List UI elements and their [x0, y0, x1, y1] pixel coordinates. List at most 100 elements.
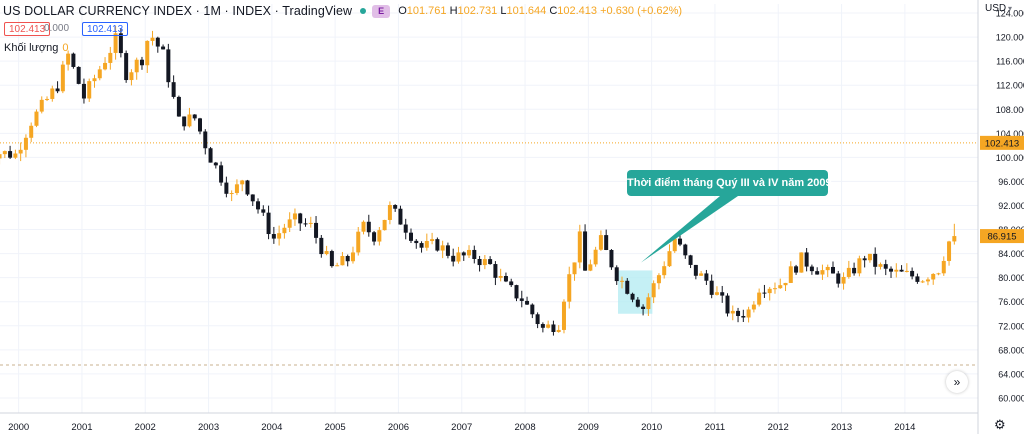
candle-body — [155, 37, 160, 47]
volume-value: 0 — [62, 42, 69, 54]
candle-body — [45, 98, 50, 100]
candle-body — [224, 182, 229, 194]
last-price-tag — [980, 229, 1024, 244]
candle-body — [287, 219, 292, 228]
candle-body — [667, 251, 672, 267]
candle-body — [409, 232, 413, 241]
candle-body — [182, 116, 187, 127]
candle-body — [931, 273, 936, 280]
candle-body — [762, 292, 767, 294]
candle-body — [467, 249, 472, 256]
y-tick-label: 92.000 — [998, 201, 1024, 211]
candle-body — [176, 96, 181, 117]
current-price-label: 102.413 — [985, 138, 1019, 149]
candle-body — [314, 222, 319, 238]
candle-body — [60, 64, 65, 92]
candle-body — [18, 149, 23, 154]
candle-body — [435, 239, 440, 251]
candle-body — [920, 281, 925, 283]
candle-body — [387, 205, 392, 220]
candle-body — [256, 201, 261, 210]
annotation-callout[interactable]: Thời điểm tháng Quý III và IV năm 2009 — [627, 170, 832, 196]
candle-body — [725, 295, 730, 314]
buy-price-pill[interactable]: 102.413 — [82, 22, 129, 36]
candle-body — [361, 221, 366, 232]
candle-body — [598, 235, 603, 250]
symbol-title[interactable]: US DOLLAR CURRENCY INDEX · 1M · INDEX · … — [3, 4, 353, 18]
candle-body — [271, 234, 276, 239]
sell-price-pill[interactable]: 102.413 — [4, 22, 51, 36]
candle-body — [604, 235, 609, 250]
gear-icon[interactable]: ⚙ — [994, 417, 1006, 432]
candle-body — [39, 99, 44, 112]
candle-body — [203, 131, 208, 149]
candle-body — [403, 224, 408, 233]
candle-body — [809, 266, 814, 272]
candle-body — [646, 297, 651, 310]
candle-body — [614, 267, 619, 282]
candle-body — [546, 324, 551, 328]
x-tick-label: 2012 — [768, 422, 789, 433]
candle-body — [171, 82, 176, 97]
candle-body — [240, 180, 245, 185]
candle-body — [910, 270, 915, 277]
x-tick-label: 2008 — [514, 422, 535, 433]
candle-body — [292, 213, 297, 220]
candle-body — [567, 274, 572, 302]
candle-body — [187, 114, 192, 127]
annotation-pointer — [640, 196, 738, 263]
chevron-down-icon[interactable]: ▾ — [1008, 4, 1013, 13]
candle-body — [736, 310, 741, 316]
candle-body — [134, 59, 139, 73]
current-price-tag — [980, 135, 1024, 150]
currency-label[interactable]: USD — [985, 3, 1007, 14]
candle-body — [873, 253, 878, 267]
candle-body — [81, 83, 86, 99]
candle-body — [894, 269, 899, 272]
candle-body — [630, 293, 635, 300]
spread-value: 0.000 — [44, 23, 70, 34]
candle-body — [192, 114, 197, 119]
candle-body — [419, 243, 424, 248]
candle-body — [2, 151, 7, 155]
candle-body — [862, 258, 867, 261]
candle-body — [688, 255, 693, 265]
candle-body — [535, 314, 540, 325]
candle-body — [13, 153, 18, 158]
candle-body — [382, 219, 387, 231]
candle-body — [219, 165, 224, 183]
candle-body — [277, 233, 282, 239]
candle-body — [366, 221, 371, 233]
y-tick-label: 68.000 — [998, 345, 1024, 355]
candle-body — [625, 280, 630, 294]
candle-body — [298, 213, 303, 224]
candle-body — [166, 49, 171, 83]
x-tick-label: 2005 — [325, 422, 346, 433]
scroll-to-latest-button[interactable]: » — [946, 371, 968, 393]
candle-body — [356, 231, 361, 253]
candle-body — [319, 237, 324, 255]
candle-body — [678, 238, 683, 245]
y-tick-label: 100.000 — [996, 153, 1024, 163]
candle-body — [635, 299, 640, 307]
last-price-label: 86.915 — [987, 232, 1016, 243]
candle-body — [841, 276, 846, 284]
candle-body — [113, 33, 118, 53]
x-tick-label: 2006 — [388, 422, 409, 433]
candle-body — [198, 118, 202, 132]
event-badge[interactable]: E — [372, 4, 391, 18]
candle-body — [794, 266, 799, 273]
candle-body — [540, 324, 545, 328]
y-tick-label: 60.000 — [998, 393, 1024, 403]
candle-body — [266, 212, 271, 235]
volume-legend[interactable]: Khối lượng 0 — [4, 42, 68, 54]
candle-body — [889, 268, 894, 272]
candle-body — [941, 260, 946, 274]
x-tick-label: 2013 — [831, 422, 852, 433]
candle-body — [551, 324, 556, 332]
candle-body — [525, 300, 530, 305]
candle-body — [340, 255, 345, 266]
candle-body — [118, 33, 123, 54]
